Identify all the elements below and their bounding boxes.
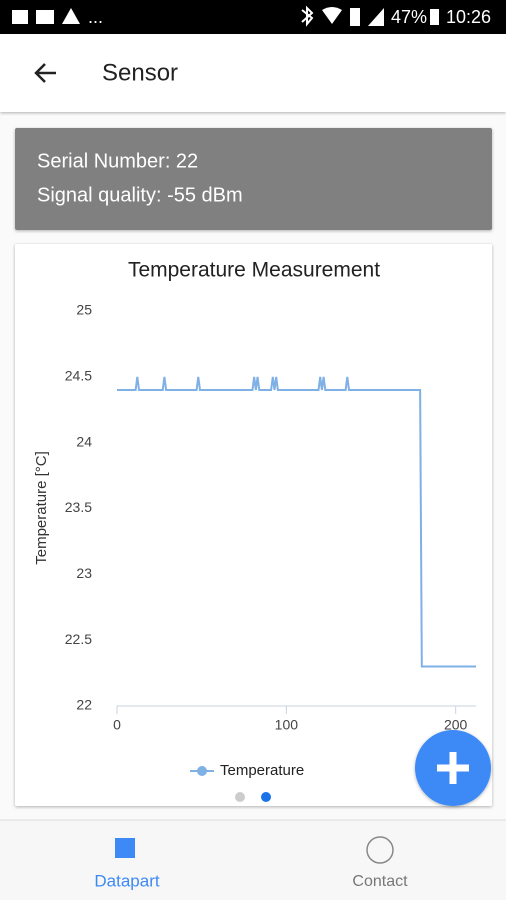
vibrate-icon [350,8,360,26]
page-dot-active[interactable] [261,792,271,802]
status-bar [0,0,506,34]
chart-title: Temperature Measurement [128,259,380,282]
bottom-nav [0,820,506,900]
y-tick-label: 25 [76,302,92,318]
app-bar [0,34,506,112]
info-card [15,128,492,230]
x-tick-label: 100 [275,717,299,733]
line [117,376,476,668]
legend-label: Temperature [220,762,304,779]
y-axis-label: Temperature [°C] [33,451,50,565]
back-button[interactable] [34,63,56,83]
app-title: Sensor [102,59,178,86]
y-tick-label: 24 [76,433,92,449]
plot: 22 22.5 23 23.5 24 24.5 25 0 100 200 Temperature [65,302,476,779]
x-tick-label: 0 [113,717,121,733]
y-tick-label: 24.5 [65,368,92,384]
serial-number: Serial Number: 22 [37,150,198,172]
datapart-icon[interactable] [115,838,135,858]
y-tick-label: 22.5 [65,631,92,647]
nav-contact[interactable]: Contact [352,873,408,890]
contact-icon[interactable] [366,836,394,864]
battery-icon [430,9,439,25]
y-tick-label: 22 [76,697,92,713]
wifi-icon [322,7,342,24]
status-icon [36,10,54,24]
page-dot[interactable] [235,792,245,802]
x-tick-label: 200 [444,717,468,733]
y-tick-label: 23 [76,565,92,581]
signal-quality: Signal quality: -55 dBm [37,184,243,206]
bluetooth-icon [301,5,314,27]
legend-marker [197,766,207,776]
battery-level: 47% [391,7,427,27]
clock: 10:26 [446,7,491,27]
add-icon [437,752,469,784]
status-icon [62,8,80,24]
chart-card [15,244,492,806]
y-tick-label: 23.5 [65,499,92,515]
status-more: ... [88,7,103,27]
status-icon [12,10,28,24]
nav-datapart[interactable]: Datapart [94,871,159,890]
signal-icon [368,8,384,26]
